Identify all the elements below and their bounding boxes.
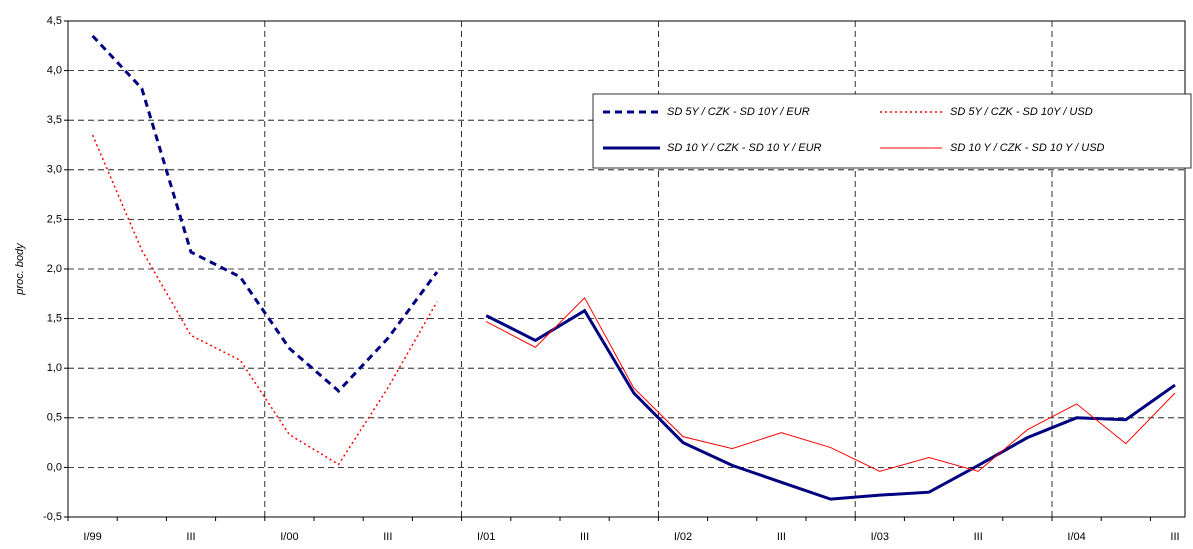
x-tick-label: III [974, 531, 983, 543]
x-tick-label: I/02 [674, 531, 692, 543]
x-tick-label: I/00 [280, 531, 298, 543]
legend-label: SD 10 Y / CZK - SD 10 Y / USD [950, 142, 1105, 154]
y-tick-label: 3,5 [47, 114, 62, 126]
x-tick-label: I/03 [871, 531, 889, 543]
series-line [485, 308, 1176, 501]
x-tick-label: III [580, 531, 589, 543]
series-line [485, 296, 1176, 472]
x-tick-label: III [777, 531, 786, 543]
legend-label: SD 5Y / CZK - SD 10Y / EUR [667, 106, 810, 118]
y-tick-label: 2,0 [47, 263, 62, 275]
y-tick-label: 1,5 [47, 313, 62, 325]
x-tick-label: I/99 [83, 531, 101, 543]
y-tick-label: 4,5 [47, 15, 62, 27]
x-tick-label: I/01 [477, 531, 495, 543]
legend-label: SD 10 Y / CZK - SD 10 Y / EUR [667, 142, 822, 154]
plot-border [67, 20, 1186, 518]
y-tick-label: 4,0 [47, 65, 62, 77]
legend: SD 5Y / CZK - SD 10Y / EUR SD 5Y / CZK - … [592, 93, 1192, 169]
y-tick-label: 0,5 [47, 412, 62, 424]
legend-label: SD 5Y / CZK - SD 10Y / USD [950, 106, 1093, 118]
x-tick-label: III [383, 531, 392, 543]
series-line [91, 34, 439, 394]
y-tick-label: 0,0 [47, 461, 62, 473]
x-tick-label: III [186, 531, 195, 543]
y-tick-label: 3,0 [47, 164, 62, 176]
y-axis-label: proc. body [14, 242, 26, 296]
x-tick-label: I/04 [1067, 531, 1085, 543]
legend-box [592, 93, 1192, 169]
y-tick-label: -0,5 [43, 511, 62, 523]
series-line [91, 134, 438, 466]
y-tick-label: 1,0 [47, 362, 62, 374]
y-tick-label: 2,5 [47, 213, 62, 225]
x-tick-label: III [1170, 531, 1179, 543]
